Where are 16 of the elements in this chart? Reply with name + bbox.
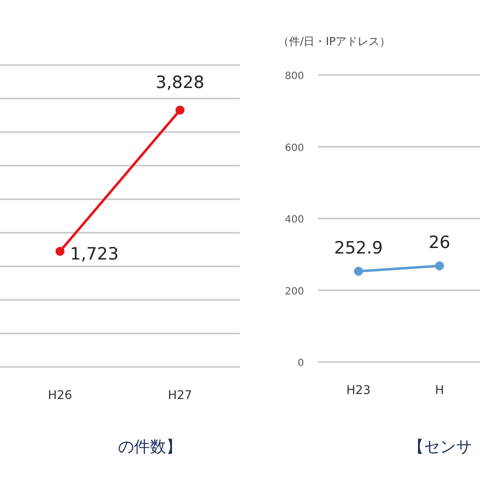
text: 【センサ xyxy=(408,437,472,456)
text: の件数】 xyxy=(118,437,182,456)
x-tick-label: H xyxy=(434,383,444,397)
data-label: 252.9 xyxy=(334,238,383,258)
data-label: 3,828 xyxy=(156,73,204,94)
y-tick-label: 200 xyxy=(284,286,304,298)
y-tick-label: 0 xyxy=(298,358,304,369)
annotation: 26 xyxy=(428,232,450,253)
y-tick-label: 400 xyxy=(284,214,304,226)
x-tick-label: H23 xyxy=(346,383,371,397)
y-tick-label: 600 xyxy=(284,142,304,154)
data-label: 1,723 xyxy=(70,244,119,264)
x-tick-label: H27 xyxy=(168,388,192,402)
x-tick-label: H26 xyxy=(48,388,72,402)
y-axis-title: （件/日・IPアドレス） xyxy=(278,35,391,48)
y-tick-label: 800 xyxy=(284,71,304,82)
